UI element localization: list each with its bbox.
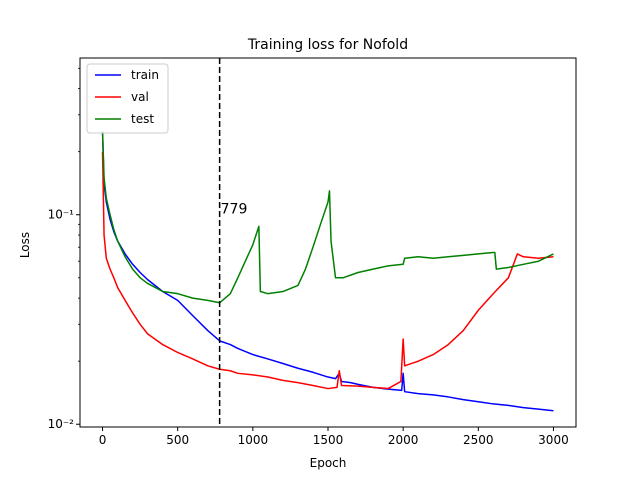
legend: train val test xyxy=(86,63,169,134)
x-tick-label: 1000 xyxy=(238,433,269,447)
series-group xyxy=(101,131,554,412)
y-tick-label: 10⁻² xyxy=(48,417,75,431)
x-tick-label: 2000 xyxy=(388,433,419,447)
x-axis-label: Epoch xyxy=(310,456,347,470)
series-line-test xyxy=(101,131,554,304)
legend-label-train: train xyxy=(131,68,159,82)
x-tick-label: 3000 xyxy=(538,433,569,447)
x-tick-label: 0 xyxy=(99,433,107,447)
x-tick-label: 1500 xyxy=(313,433,344,447)
series-line-train xyxy=(101,131,554,412)
y-tick-label: 10⁻¹ xyxy=(48,208,75,222)
axis-ticks: 0 500 1000 1500 2000 2500 3000 10⁻² 10⁻¹ xyxy=(48,67,569,447)
legend-label-test: test xyxy=(131,112,154,126)
epoch-marker-label: 779 xyxy=(221,202,248,218)
x-tick-label: 500 xyxy=(166,433,189,447)
legend-label-val: val xyxy=(131,90,149,104)
x-tick-label: 2500 xyxy=(463,433,494,447)
chart-title: Training loss for Nofold xyxy=(247,37,408,53)
legend-box xyxy=(86,63,169,134)
plot-area: 779 xyxy=(101,58,554,427)
y-axis-label: Loss xyxy=(18,232,32,258)
series-line-val xyxy=(101,151,554,390)
